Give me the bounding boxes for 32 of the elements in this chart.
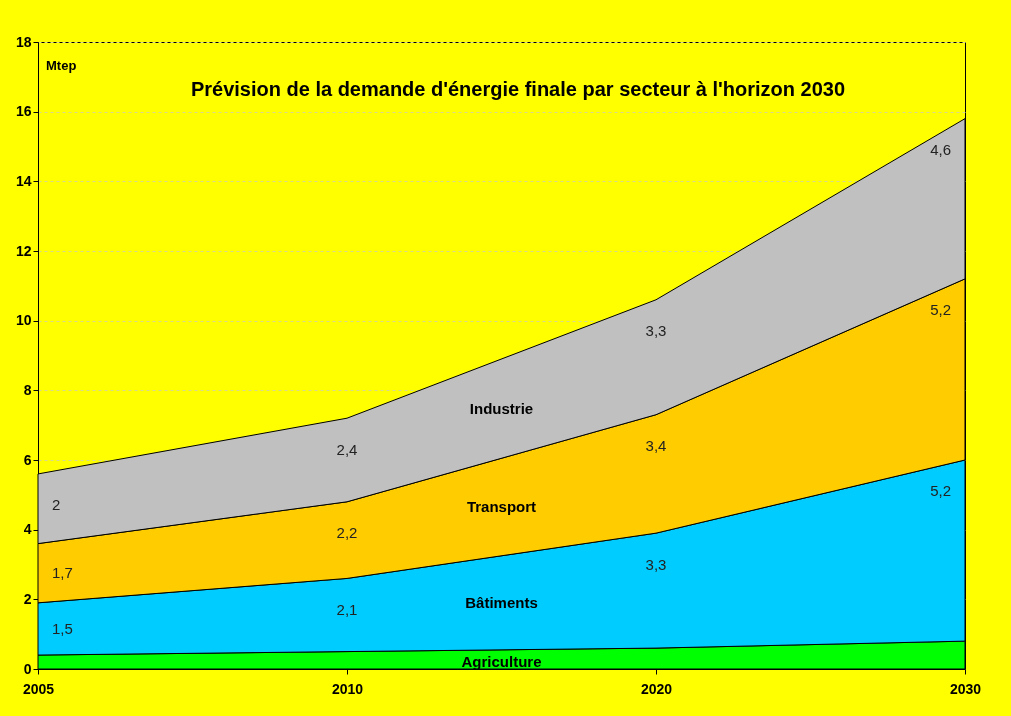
y-tick-label: 16: [15, 103, 32, 120]
series-label: Transport: [466, 498, 537, 516]
data-label: 5,2: [930, 301, 951, 319]
data-label: 2,4: [336, 440, 358, 458]
x-tick-label: 2005: [22, 680, 55, 697]
y-tick-label: 10: [15, 312, 32, 329]
x-tick-label: 2030: [949, 680, 982, 697]
data-label: 4,6: [930, 140, 951, 158]
data-label: 2,1: [336, 600, 358, 618]
series-label: Agriculture: [461, 653, 542, 671]
y-tick-label: 4: [23, 521, 32, 538]
data-label: 2: [52, 496, 61, 514]
x-tick-label: 2010: [331, 680, 364, 697]
y-tick-label: 2: [23, 590, 32, 607]
text: Prévision de la demande d'énergie finale par secteur à l'horizon 2030: [190, 78, 846, 100]
series-label: Industrie: [469, 399, 534, 417]
y-tick-label: 14: [15, 172, 32, 189]
y-tick-label: 6: [23, 451, 32, 468]
series-label: Bâtiments: [465, 593, 538, 611]
data-label: 1,7: [52, 564, 73, 582]
x-tick-label: 2020: [640, 680, 673, 697]
y-axis-title: Mtep: [46, 58, 77, 73]
y-tick-label: 0: [23, 660, 32, 677]
y-tick-label: 12: [15, 242, 32, 259]
data-label: 5,2: [930, 482, 951, 500]
data-label: 2,2: [336, 524, 358, 542]
data-label: 3,3: [645, 322, 667, 340]
data-label: 3,3: [645, 555, 667, 573]
data-label: 1,5: [52, 619, 73, 637]
data-label: 3,4: [645, 437, 667, 455]
y-tick-label: 8: [23, 381, 32, 398]
y-tick-label: 18: [15, 33, 32, 50]
